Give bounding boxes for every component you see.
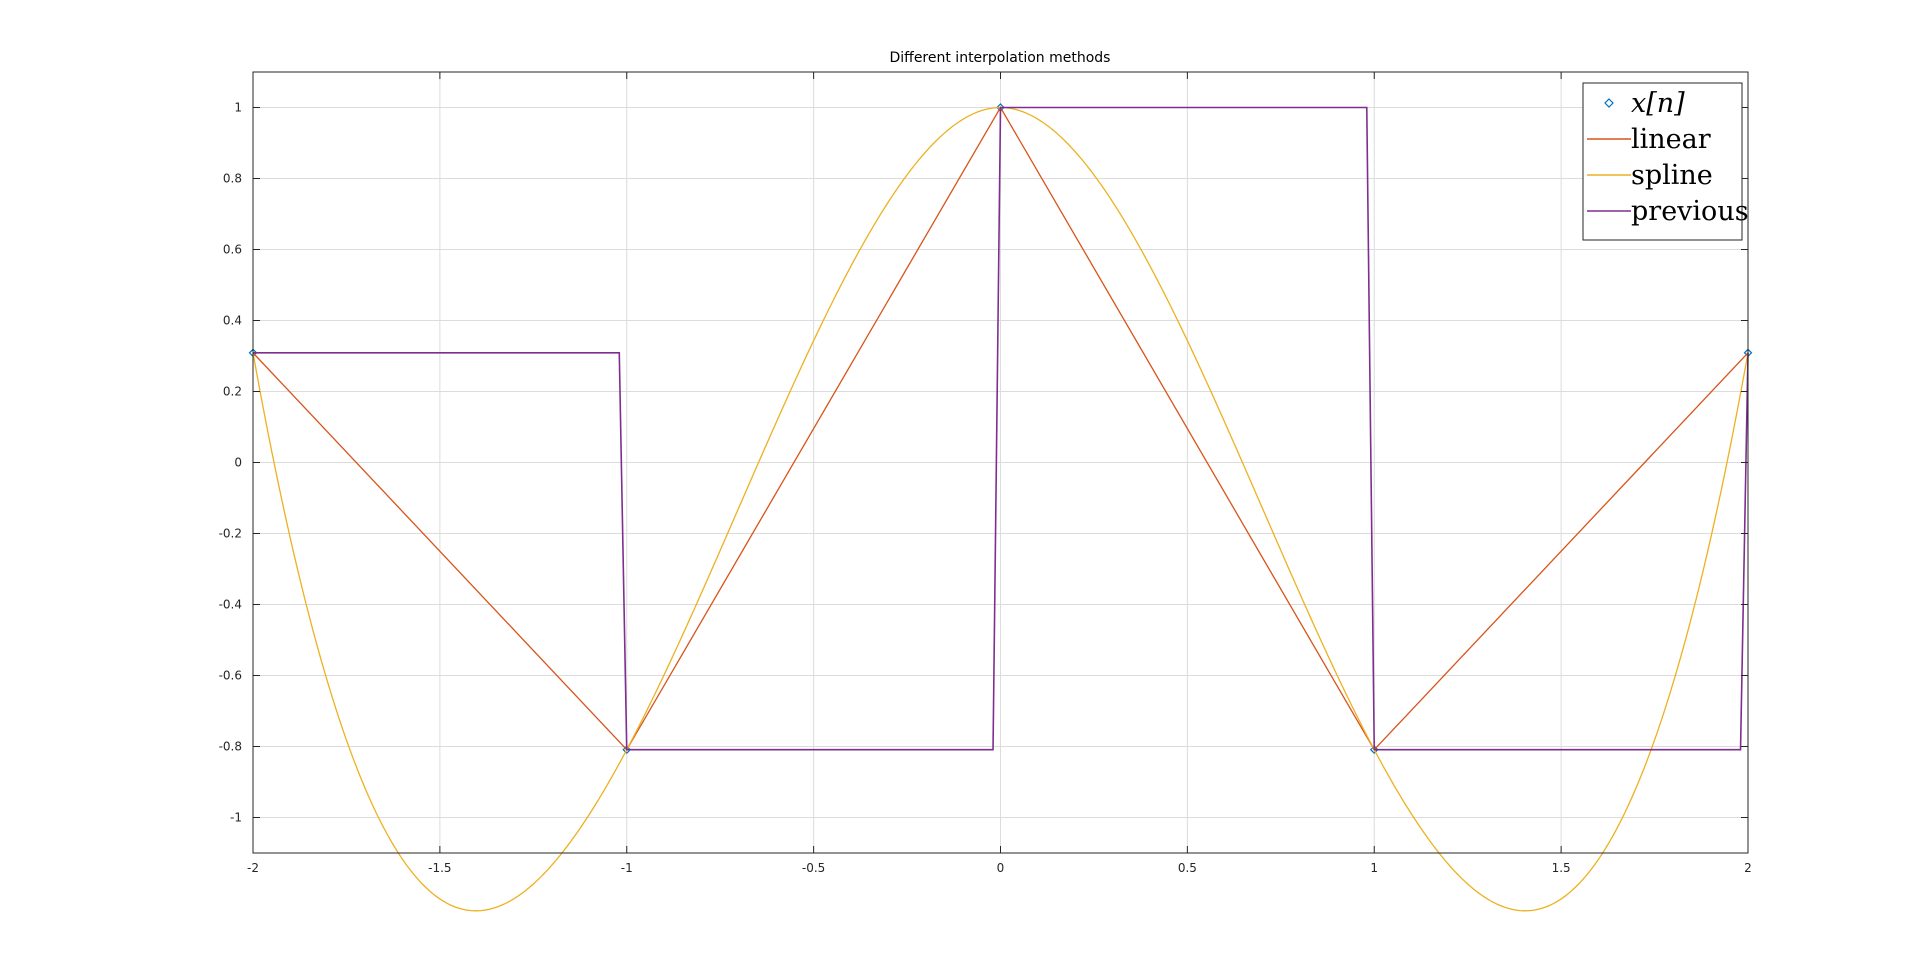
previous-step-line <box>253 106 1749 751</box>
y-tick-label: 0 <box>234 456 242 470</box>
y-tick-label: -0.6 <box>219 669 242 683</box>
x-tick-label: -1.5 <box>428 861 451 875</box>
sample-marker <box>622 745 632 755</box>
x-tick-label: 0 <box>997 861 1005 875</box>
legend: x[n] linear spline previous <box>1582 82 1749 241</box>
y-tick-label: 0.8 <box>223 172 242 186</box>
axes-frame <box>252 71 1749 854</box>
chart-title: Different interpolation methods <box>890 50 1111 66</box>
legend-label: previous <box>1631 196 1749 227</box>
sample-marker <box>1369 745 1379 755</box>
x-tick-label: 1.5 <box>1552 861 1571 875</box>
y-tick-label: -0.2 <box>219 527 242 541</box>
y-tick-label: -0.8 <box>219 740 242 754</box>
x-tick-label: 0.5 <box>1178 861 1197 875</box>
y-tick-label: 1 <box>234 101 242 115</box>
axes-box <box>252 71 1749 854</box>
x-tick-label: 1 <box>1370 861 1378 875</box>
y-tick-label: 0.2 <box>223 385 242 399</box>
legend-label: spline <box>1631 160 1713 191</box>
x-tick-label: 2 <box>1744 861 1752 875</box>
tick-labels: -2 -1.5 -1 -0.5 0 0.5 1 1.5 2 -1 -0.8 -0.6 -0.4 -0.2 0… <box>219 101 1752 876</box>
legend-label: linear <box>1631 124 1711 155</box>
legend-label: x[n] <box>1631 88 1685 119</box>
x-tick-label: -2 <box>247 861 259 875</box>
x-tick-label: -1 <box>621 861 633 875</box>
series-previous <box>253 106 1749 751</box>
grid-lines <box>252 72 1749 853</box>
y-tick-label: 0.6 <box>223 243 242 257</box>
y-tick-label: -1 <box>230 811 242 825</box>
legend-marker-icon <box>1604 98 1614 108</box>
y-tick-label: -0.4 <box>219 598 242 612</box>
x-tick-label: -0.5 <box>802 861 825 875</box>
y-tick-label: 0.4 <box>223 314 242 328</box>
series-layer <box>248 103 1753 912</box>
legend-box <box>1582 82 1743 241</box>
